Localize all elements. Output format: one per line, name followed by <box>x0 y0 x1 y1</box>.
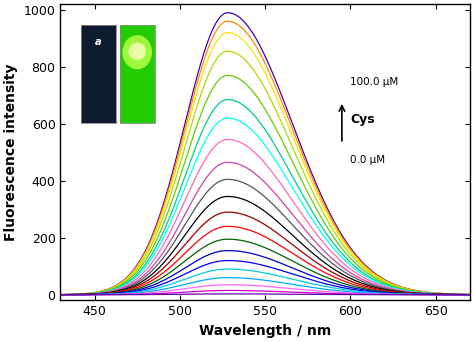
Text: 100.0 μM: 100.0 μM <box>350 77 399 87</box>
Text: 0.0 μM: 0.0 μM <box>350 155 385 165</box>
Text: Cys: Cys <box>350 113 375 126</box>
X-axis label: Wavelength / nm: Wavelength / nm <box>199 324 331 338</box>
Y-axis label: Fluorescence intensity: Fluorescence intensity <box>4 64 18 241</box>
